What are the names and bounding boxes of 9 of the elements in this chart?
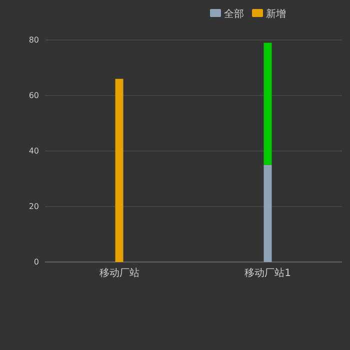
legend-label: 全部 bbox=[224, 8, 244, 20]
y-tick-label: 0 bbox=[34, 258, 39, 267]
y-tick-label: 60 bbox=[28, 91, 39, 100]
y-tick-label: 80 bbox=[28, 36, 39, 45]
x-tick-label: 移动厂站1 bbox=[244, 267, 291, 279]
legend-label: 新增 bbox=[266, 8, 286, 20]
y-tick-label: 20 bbox=[28, 202, 39, 212]
y-tick-label: 40 bbox=[28, 146, 39, 156]
x-tick-label: 移动厂站 bbox=[99, 267, 140, 279]
